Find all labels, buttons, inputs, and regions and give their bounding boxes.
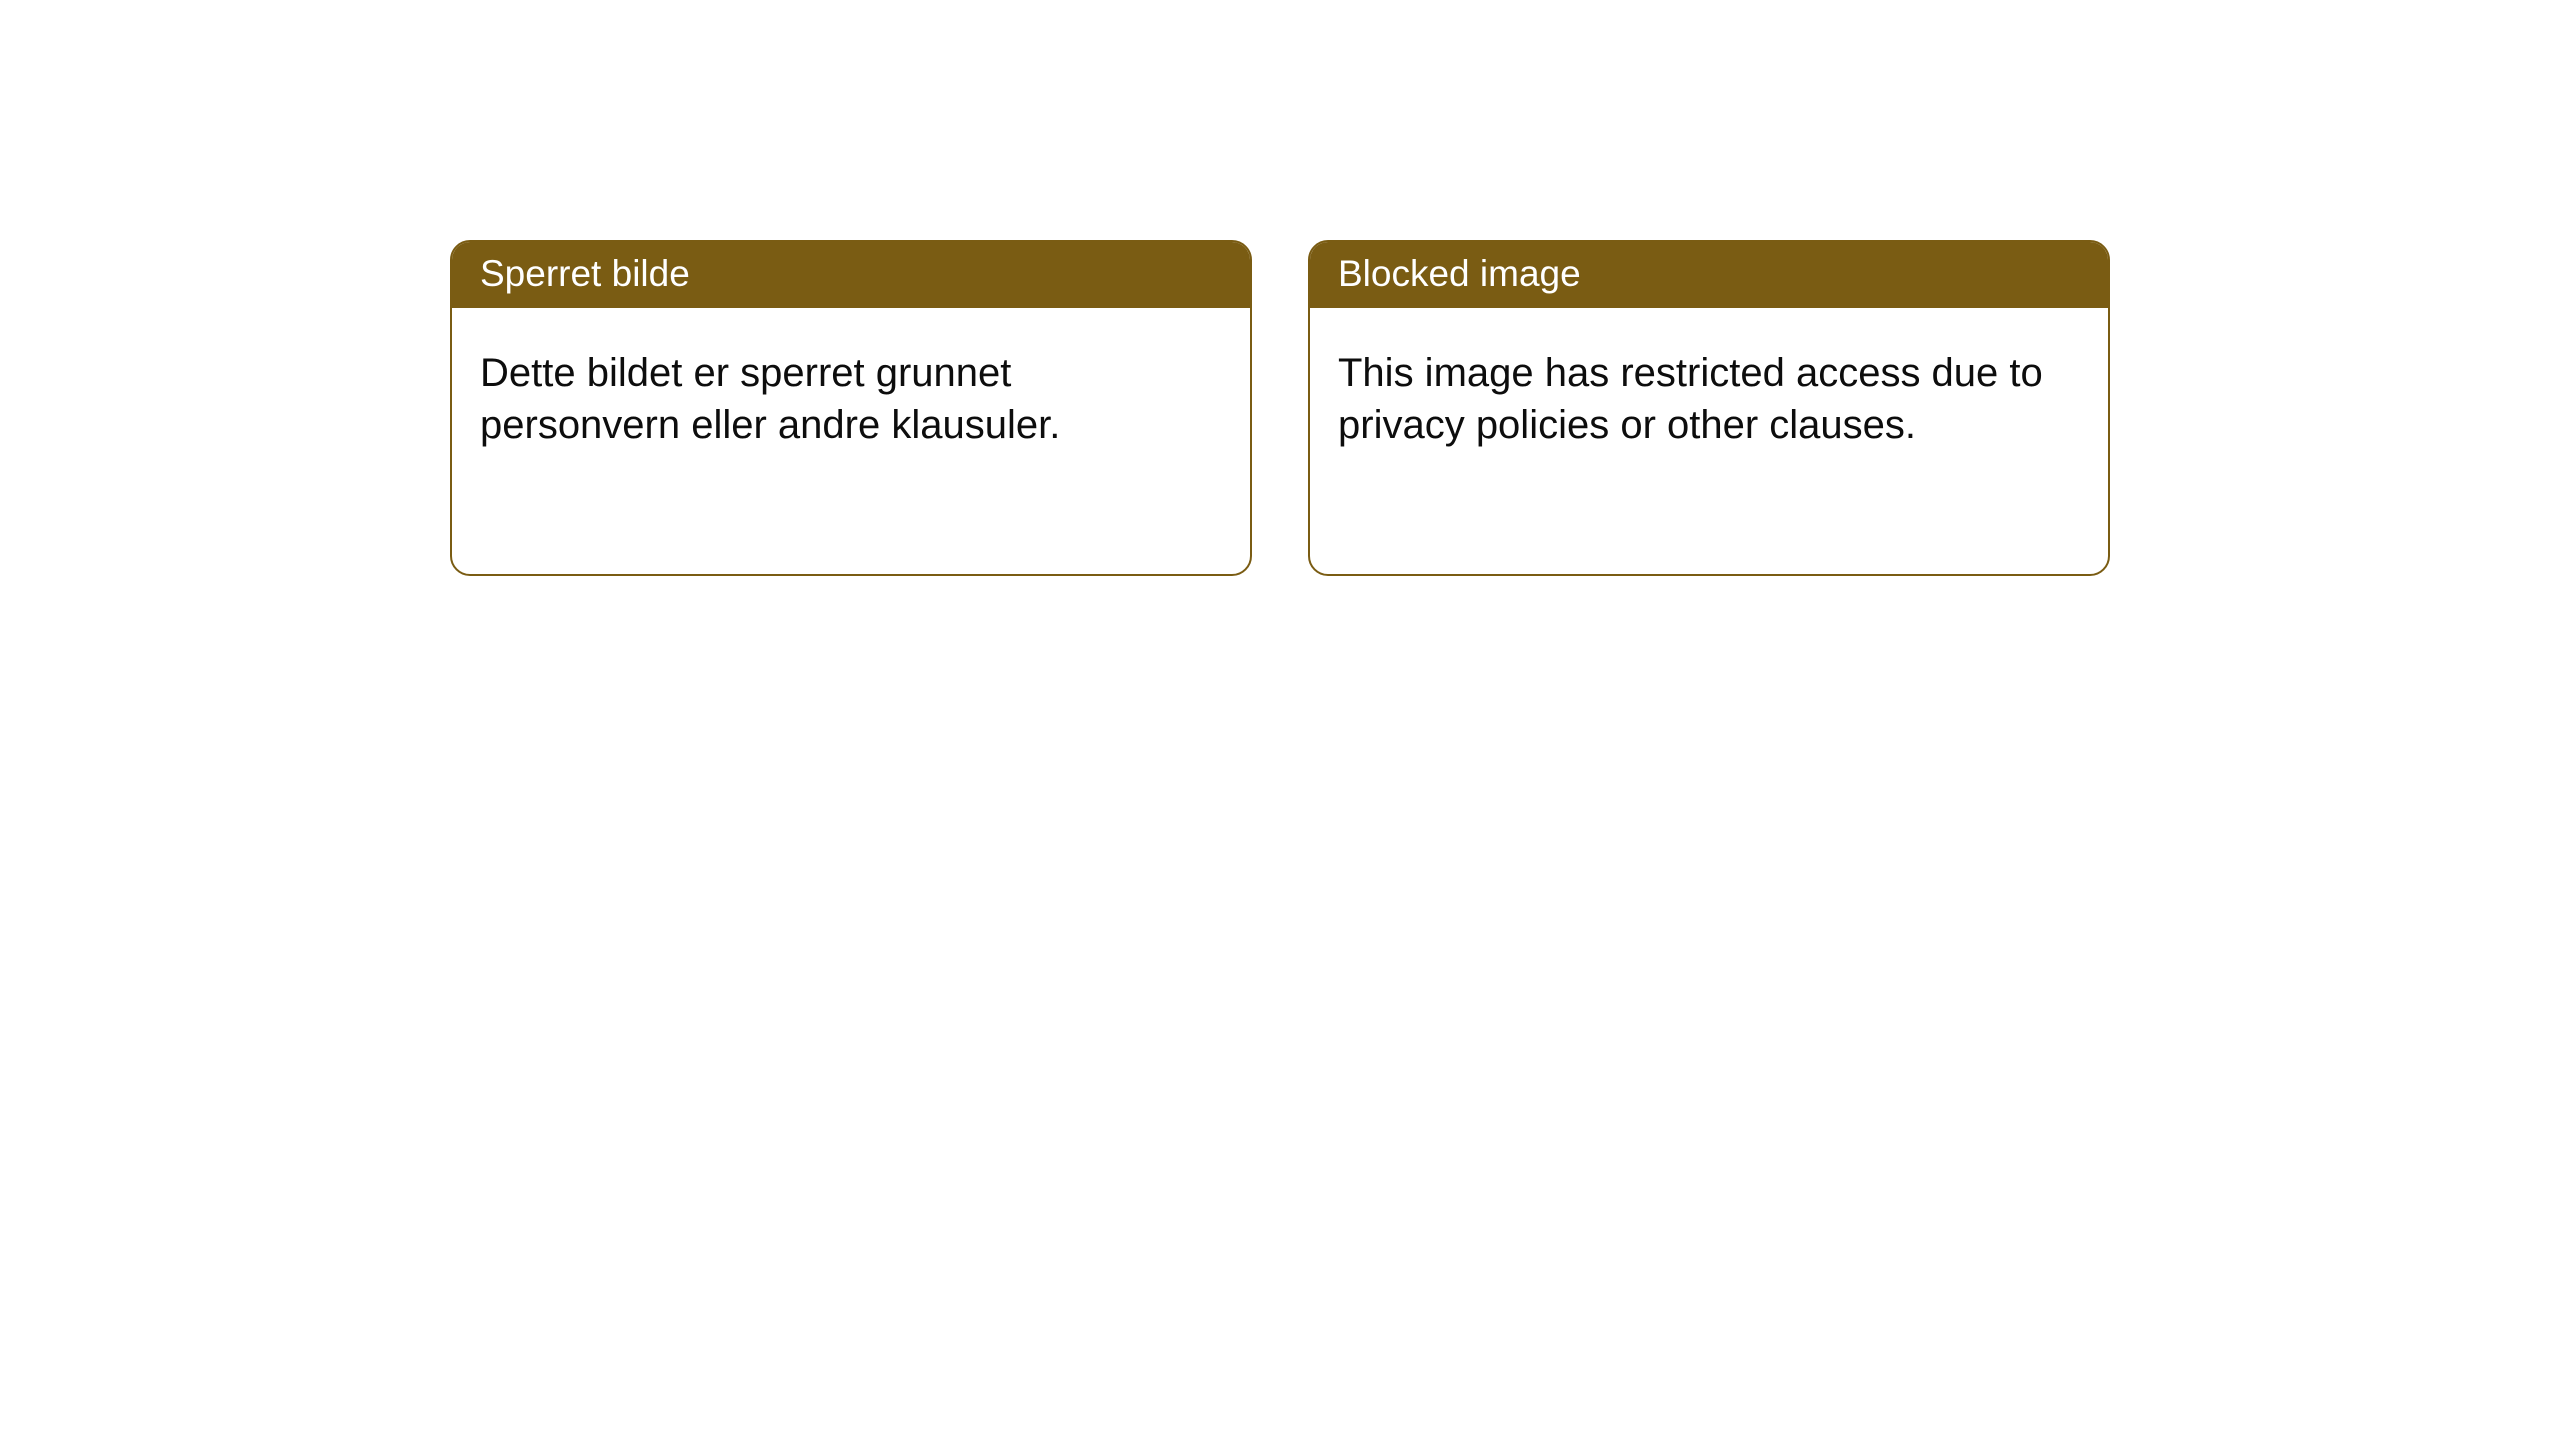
card-header-en: Blocked image: [1310, 242, 2108, 308]
card-body-en: This image has restricted access due to …: [1310, 308, 2108, 478]
blocked-image-card-en: Blocked image This image has restricted …: [1308, 240, 2110, 576]
notice-container: Sperret bilde Dette bildet er sperret gr…: [450, 240, 2110, 576]
blocked-image-card-no: Sperret bilde Dette bildet er sperret gr…: [450, 240, 1252, 576]
card-header-no: Sperret bilde: [452, 242, 1250, 308]
card-body-no: Dette bildet er sperret grunnet personve…: [452, 308, 1250, 478]
